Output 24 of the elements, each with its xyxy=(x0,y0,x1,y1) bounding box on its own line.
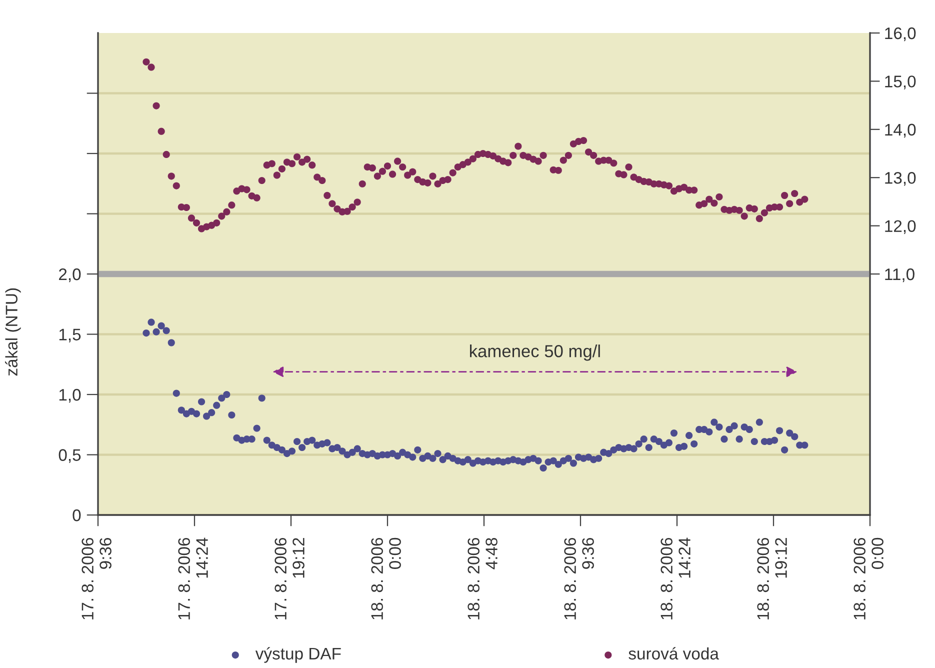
y2-tick-label: 13,0 xyxy=(885,172,916,186)
y-tick-label: 0,5 xyxy=(58,449,81,463)
y2-tick-label: 14,0 xyxy=(885,124,916,138)
legend-label: výstup DAF xyxy=(255,647,341,663)
x-tick-label: 18. 8. 2006 0:00 xyxy=(371,538,401,620)
x-tick-label: 17. 8. 2006 14:24 xyxy=(178,538,208,620)
y-tick-label: 1,5 xyxy=(59,328,81,342)
x-tick-label: 17. 8. 2006 9:36 xyxy=(82,538,112,620)
y-tick-label: 1,0 xyxy=(59,388,81,403)
y-tick-label: 2,0 xyxy=(59,268,81,282)
x-tick-label: 18. 8. 2006 0:00 xyxy=(854,538,884,620)
y2-tick-label: 12,0 xyxy=(885,220,916,234)
annotation: kamenec 50 mg/l xyxy=(470,344,600,361)
legend-label: surová voda xyxy=(628,647,719,660)
x-tick-label: 17. 8. 2006 19:12 xyxy=(274,538,304,620)
y2-tick-label: 11,0 xyxy=(885,268,914,282)
y-tick-label: 0 xyxy=(72,509,81,522)
y2-tick-label: 16,0 xyxy=(885,27,916,42)
x-tick-label: 18. 8. 2006 19:12 xyxy=(757,538,787,620)
y2-tick-label: 15,0 xyxy=(885,76,916,90)
x-tick-label: 18. 8. 2006 14:24 xyxy=(660,538,690,620)
x-tick-label: 18. 8. 2006 4:48 xyxy=(468,538,498,620)
y-axis-title: zákal (NTU) xyxy=(5,288,21,376)
x-tick-label: 18. 8. 2006 9:36 xyxy=(564,538,594,620)
